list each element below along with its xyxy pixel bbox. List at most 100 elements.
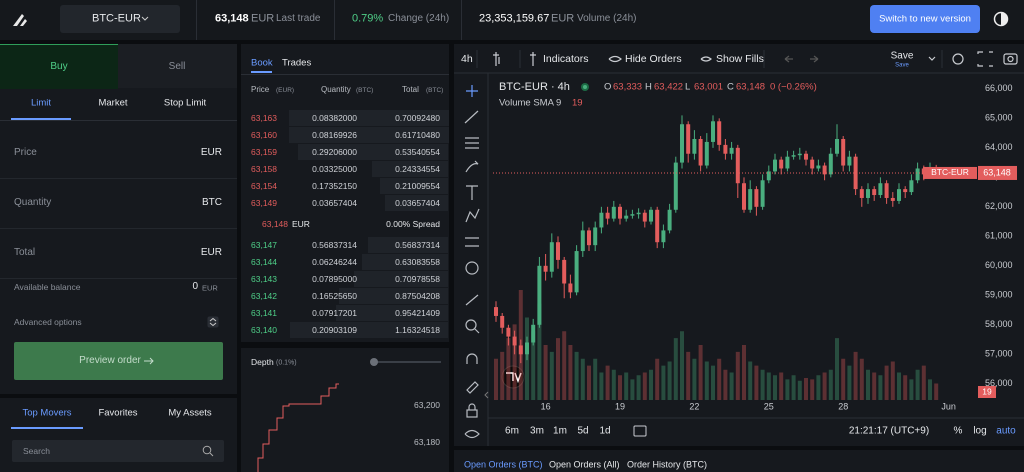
candle-body [735, 147, 740, 184]
volume-bar [618, 375, 622, 400]
order-type-tab[interactable]: Stop Limit [163, 97, 207, 109]
button-label[interactable]: Preview order [79, 355, 141, 366]
preview-button[interactable] [14, 342, 223, 380]
volume-bar [785, 379, 790, 400]
balance: 0 [192, 281, 198, 292]
volume-bar [866, 369, 870, 400]
volume-bar [723, 369, 728, 400]
button-label[interactable]: Switch to new version [879, 13, 971, 25]
scale-option[interactable]: log [973, 426, 986, 437]
volume-bar [828, 369, 833, 400]
volume-bar [704, 361, 709, 400]
pair[interactable]: BTC-EUR [92, 12, 141, 25]
column-header: Quantity [321, 85, 351, 94]
depth-bar [298, 144, 448, 160]
range-button[interactable]: 1m [553, 426, 567, 437]
toolbar-button[interactable]: Indicators [543, 53, 589, 65]
orders-tab[interactable]: Order History (BTC) [627, 459, 708, 470]
quantity: 0.56837314 [312, 239, 357, 250]
interval[interactable]: 4h [461, 53, 473, 65]
volume-bar [667, 361, 672, 400]
price: 63,158 [251, 163, 277, 174]
buy-tab[interactable] [0, 44, 118, 89]
markets-tab[interactable]: Top Movers [22, 407, 72, 419]
scale-option[interactable]: auto [996, 426, 1016, 437]
ohlc-change: 0 (−0.26%) [770, 82, 817, 93]
range-button[interactable]: 5d [577, 426, 588, 437]
candle-body [698, 138, 703, 166]
ohlc-value: 63,001 [694, 82, 723, 93]
volume-bar [556, 338, 560, 400]
change: 0.79% [352, 12, 384, 25]
orders-tab[interactable]: Open Orders (BTC) [464, 459, 543, 470]
calendar-icon[interactable] [633, 425, 647, 437]
markets-tab[interactable]: Favorites [98, 407, 138, 419]
volume-bar [580, 358, 585, 400]
markets-tab[interactable]: My Assets [168, 407, 212, 419]
toggle-icon[interactable] [207, 316, 219, 328]
theme-toggle[interactable] [993, 11, 1009, 27]
scroll-arrow[interactable] [484, 391, 489, 399]
quantity: 0.08169926 [312, 129, 357, 140]
side-tab[interactable]: Buy [50, 61, 68, 72]
candle-body [611, 206, 616, 219]
side-tab[interactable]: Sell [168, 61, 186, 72]
depth-bar [336, 305, 448, 321]
candle-body [531, 324, 536, 343]
field-line [0, 228, 237, 229]
total: 0.24334554 [395, 163, 440, 174]
candle-body [593, 227, 598, 246]
candle-body [754, 189, 759, 207]
label: Volume (24h) [577, 13, 637, 24]
save-button[interactable]: Save [891, 51, 914, 62]
range-button[interactable]: 1d [599, 426, 610, 437]
candle-body [624, 215, 629, 219]
candle-body [890, 197, 895, 201]
volume-bar [698, 345, 703, 400]
ohlc-label: C [727, 82, 734, 93]
quantity: 0.03325000 [312, 163, 357, 174]
y-tick-label: 58,000 [985, 319, 1013, 329]
currency: EUR [551, 12, 575, 25]
candle-body [797, 153, 802, 156]
search-box[interactable] [12, 440, 224, 462]
candle-body [841, 138, 846, 166]
price-tag-value: 63,148 [983, 167, 1011, 177]
volume-bar [804, 378, 808, 400]
scale-option[interactable]: % [954, 426, 963, 437]
order-type-tab[interactable]: Limit [30, 97, 52, 109]
ohlc-value: 63,148 [736, 82, 765, 93]
price-chart: 4h Indicators Hide Orders Show Fills SaveSav… [454, 50, 1024, 446]
total: 0.70092480 [395, 112, 440, 123]
orders-tab[interactable]: Open Orders (All) [549, 459, 620, 470]
depth-title: Depth [251, 356, 274, 367]
spread: 0.00% Spread [386, 218, 440, 229]
label[interactable]: Advanced options [14, 316, 82, 327]
volume-bar [512, 324, 517, 400]
candle-body [717, 121, 722, 145]
volume-bar [624, 372, 629, 400]
pair-selector[interactable] [60, 5, 180, 33]
search-icon [202, 445, 214, 457]
depth-price: 63,200 [414, 399, 440, 410]
toolbar-button[interactable]: Show Fills [716, 53, 764, 65]
candle-body [525, 342, 529, 355]
currency: EUR [251, 12, 275, 25]
candle-body [816, 165, 821, 169]
sell-tab[interactable] [118, 44, 237, 88]
range-button[interactable]: 3m [530, 426, 544, 437]
order-type-tab[interactable]: Market [98, 97, 128, 109]
column-unit: (BTC) [426, 86, 444, 94]
depth-bar [368, 237, 448, 253]
range-button[interactable]: 6m [505, 426, 519, 437]
book-tab[interactable]: Book [251, 57, 273, 69]
depth-subtitle: (0.1%) [276, 359, 297, 367]
switch-button[interactable] [870, 5, 980, 33]
book-tab[interactable]: Trades [282, 57, 312, 69]
x-tick-label: 16 [541, 401, 551, 411]
toolbar-button[interactable]: Hide Orders [625, 53, 682, 65]
candle-body [673, 162, 678, 210]
depth-bar [362, 254, 448, 270]
volume-bar [562, 331, 567, 400]
price: 63,143 [251, 273, 277, 284]
